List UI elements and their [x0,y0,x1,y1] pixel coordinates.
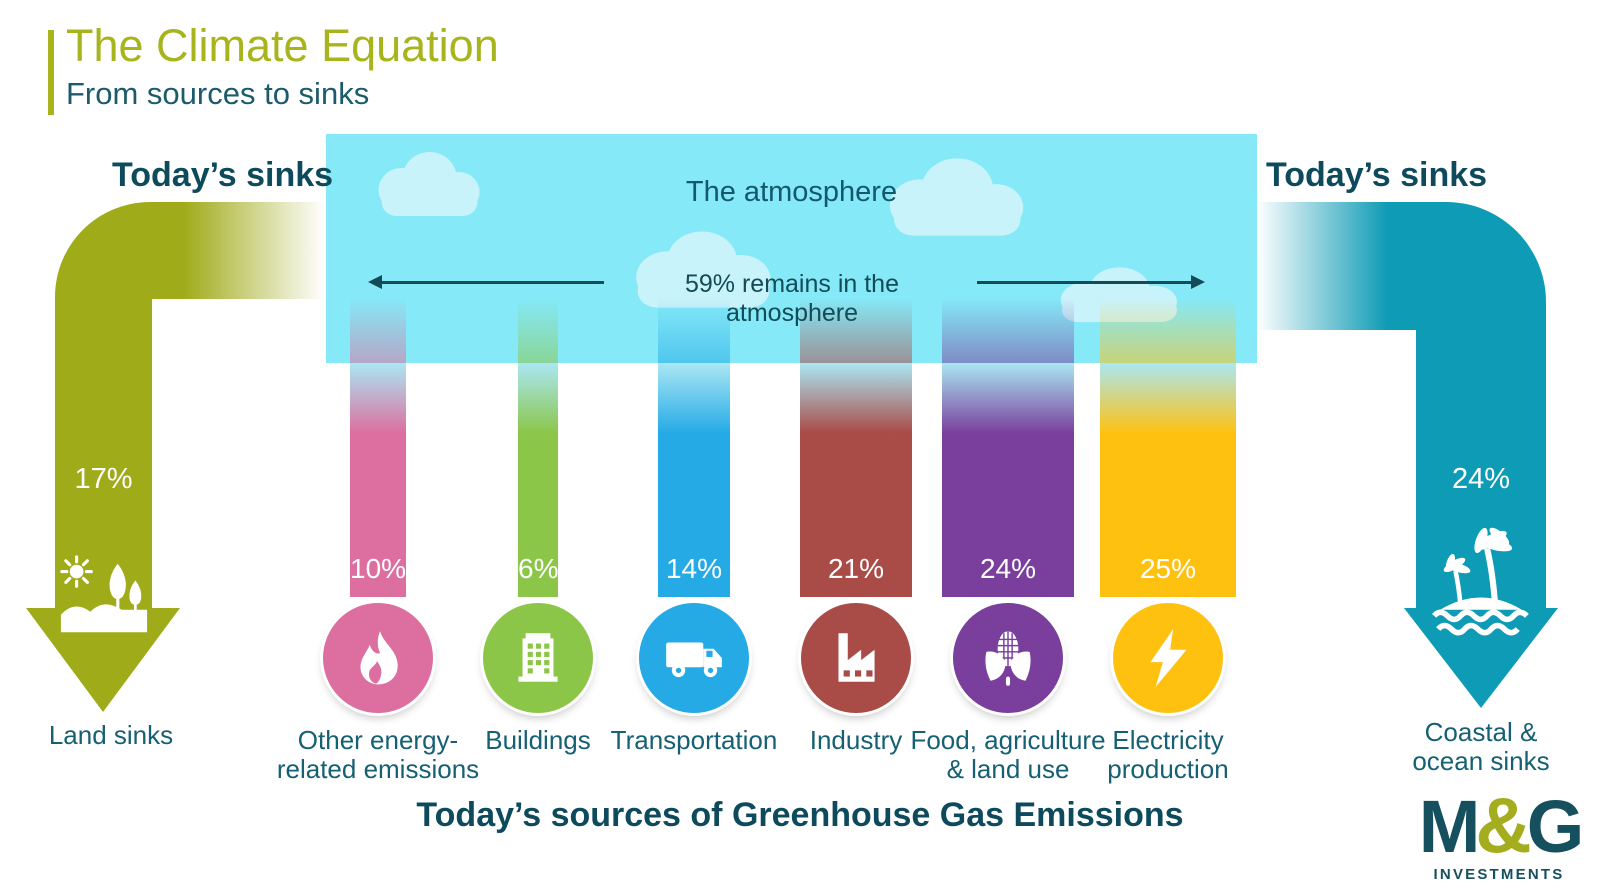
logo-wordmark: M&G [1404,786,1594,864]
land-sink-arrow-shaft [55,298,152,608]
label-line1: Buildings [485,725,591,755]
logo-subtext: INVESTMENTS [1433,866,1565,883]
emission-flow-stub [518,298,558,363]
land-sink-corner [55,202,152,302]
emission-percentage: 14% [665,553,723,584]
cloud-icon [872,156,1037,238]
mg-investments-logo: M&G INVESTMENTS [1404,786,1594,883]
logo-g: G [1526,785,1585,868]
label-line2: production [1107,754,1229,784]
source-circle-industry [801,603,911,713]
ocean-sink-arrow-shaft [1416,326,1546,608]
sources-heading: Today’s sources of Greenhouse Gas Emissi… [416,796,1184,834]
island-palms-icon [1428,518,1534,636]
right-arrowhead-icon [1191,275,1205,289]
land-sink-label: Land sinks [48,720,174,750]
ocean-sink-label-line1: Coastal & [1424,717,1538,747]
label-line1: Food, agriculture [910,725,1106,755]
ocean-sink-label-line2: ocean sinks [1412,746,1550,776]
page-title: The Climate Equation [66,20,499,71]
source-label-other-energy: Other energy- related emissions [258,726,498,784]
remains-in-atmosphere-text: 59% remains in the atmosphere [684,270,899,327]
emission-bar-transportation: 14% [658,363,730,597]
label-line2: related emissions [276,754,480,784]
label-line1: Industry [809,725,903,755]
source-circle-electricity [1113,603,1223,713]
ocean-sink-label: Coastal & ocean sinks [1381,718,1581,776]
ocean-sink-arrowhead [1404,608,1558,708]
land-sink-flow-band [151,202,332,299]
cloud-icon [618,228,786,310]
left-arrow-line [380,281,604,284]
source-label-industry: Industry [736,726,976,755]
emission-percentage: 6% [518,553,559,584]
emission-flow-stub [350,298,406,363]
source-circle-buildings [483,603,593,713]
emission-percentage: 21% [827,553,885,584]
todays-sinks-heading-right: Today’s sinks [1266,156,1488,194]
ocean-sink-corner [1416,202,1546,330]
source-circle-transportation [639,603,749,713]
label-line1: Other energy- [297,725,459,755]
factory-icon [838,633,875,682]
label-line1: Electricity [1112,725,1224,755]
corn-icon [985,631,1031,686]
land-landscape-icon [57,552,151,648]
land-sink-percentage: 17% [74,463,133,495]
emission-flow-stub [942,298,1074,363]
ocean-sink-flow-band [1253,202,1417,330]
truck-icon [666,642,722,678]
emission-bar-industry: 21% [800,363,912,597]
right-arrow-line [977,281,1193,284]
logo-ampersand: & [1475,781,1531,869]
emission-percentage: 25% [1139,553,1197,584]
source-label-food-agriculture: Food, agriculture & land use [888,726,1128,784]
emission-flow-stub [800,298,912,363]
emission-flow-stub [1100,298,1236,363]
emission-bar-other-energy: 10% [350,363,406,597]
cloud-icon [365,148,490,218]
emission-bar-buildings: 6% [518,363,558,597]
source-label-buildings: Buildings [418,726,658,755]
source-circle-food-agriculture [953,603,1063,713]
label-line1: Transportation [610,725,778,755]
emission-percentage: 24% [979,553,1037,584]
left-arrowhead-icon [368,275,382,289]
emission-flow-stub [658,298,730,363]
ocean-sink-percentage: 24% [1451,463,1511,495]
source-circle-other-energy [323,603,433,713]
label-line2: & land use [946,754,1070,784]
todays-sinks-heading-left: Today’s sinks [112,156,334,194]
atmosphere-label: The atmosphere [685,176,898,208]
emission-bar-food-agriculture: 24% [942,363,1074,597]
emission-bar-electricity: 25% [1100,363,1236,597]
title-accent-rule [48,30,54,115]
lightning-icon [1150,629,1187,687]
logo-m: M [1418,785,1481,868]
flame-icon [360,631,398,685]
source-label-electricity: Electricity production [1048,726,1288,784]
emission-percentage: 10% [350,553,407,584]
page-subtitle: From sources to sinks [66,76,370,111]
building-icon [518,633,558,682]
source-label-transportation: Transportation [574,726,814,755]
